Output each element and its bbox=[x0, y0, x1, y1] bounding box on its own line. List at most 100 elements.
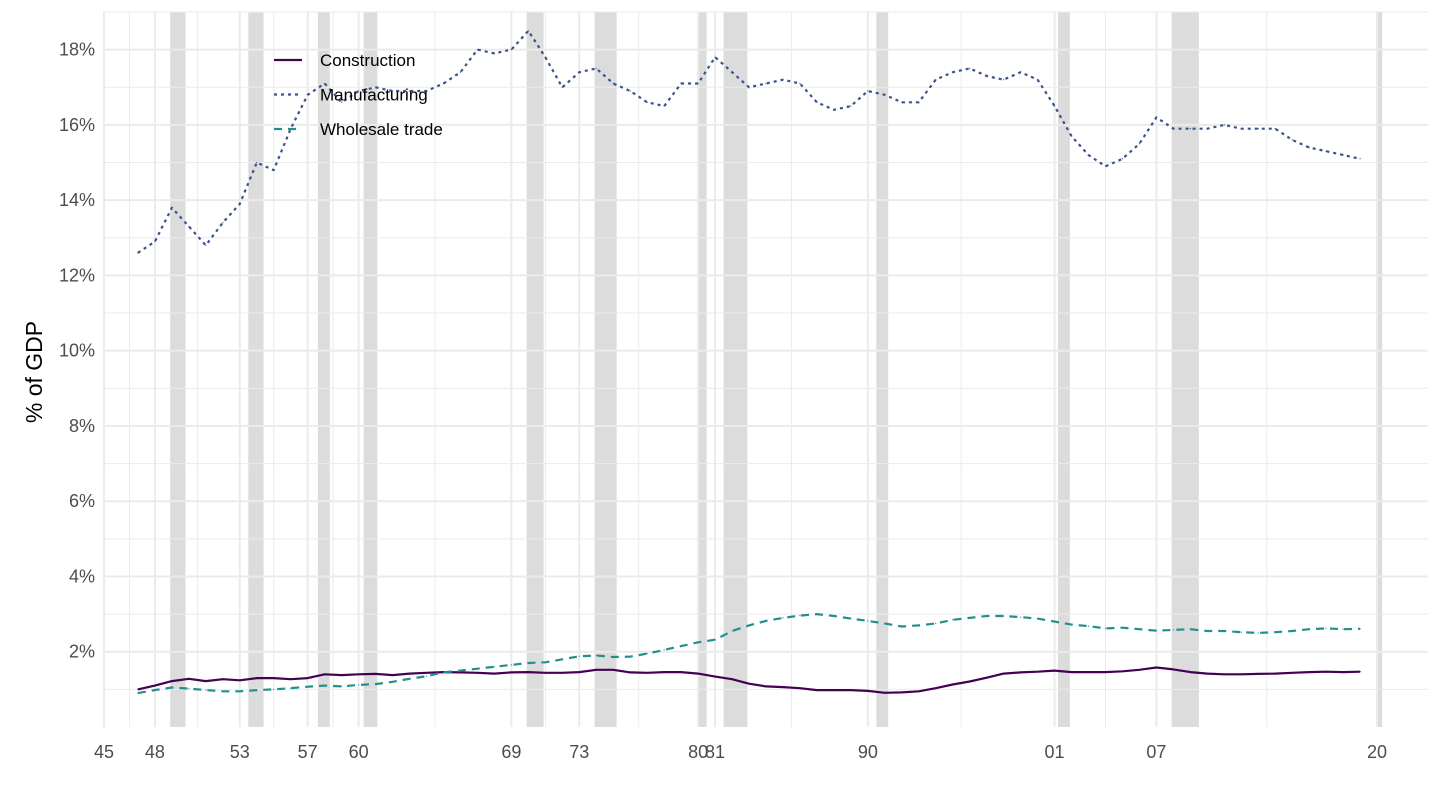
data-point bbox=[137, 692, 139, 694]
data-point bbox=[341, 685, 343, 687]
data-point bbox=[1359, 158, 1361, 160]
data-point bbox=[1223, 630, 1225, 632]
data-point bbox=[952, 71, 954, 73]
data-point bbox=[391, 681, 394, 683]
data-point bbox=[867, 620, 869, 622]
data-point bbox=[239, 679, 241, 681]
data-point bbox=[137, 252, 139, 254]
data-point bbox=[307, 686, 309, 688]
data-point bbox=[1189, 128, 1191, 130]
data-point bbox=[1325, 150, 1327, 152]
data-point bbox=[137, 688, 139, 690]
data-point bbox=[629, 90, 631, 92]
data-point bbox=[273, 688, 275, 690]
gridlines bbox=[103, 11, 1428, 727]
data-point bbox=[476, 668, 479, 670]
data-point bbox=[256, 689, 258, 691]
data-point bbox=[510, 671, 512, 674]
data-point bbox=[205, 689, 207, 691]
y-tick-label: 12% bbox=[59, 265, 95, 285]
data-point bbox=[1342, 154, 1344, 156]
data-point bbox=[1036, 671, 1039, 673]
data-point bbox=[374, 86, 377, 88]
y-tick-label: 10% bbox=[59, 341, 95, 361]
recession-band bbox=[1171, 12, 1199, 727]
data-point bbox=[1206, 128, 1208, 130]
series-lines bbox=[137, 29, 1361, 695]
data-point bbox=[986, 615, 988, 617]
data-point bbox=[663, 671, 665, 673]
data-point bbox=[850, 689, 852, 691]
recession-bands bbox=[170, 12, 1383, 727]
data-point bbox=[1053, 669, 1056, 672]
data-point bbox=[171, 207, 173, 209]
data-point bbox=[307, 677, 309, 679]
data-point bbox=[459, 71, 462, 73]
data-point bbox=[561, 672, 563, 674]
data-point bbox=[544, 56, 546, 58]
data-point bbox=[358, 90, 360, 92]
data-point bbox=[1070, 671, 1073, 673]
data-point bbox=[1155, 666, 1158, 669]
y-tick-label: 16% bbox=[59, 115, 95, 135]
data-point bbox=[1359, 628, 1361, 630]
legend-label: Construction bbox=[320, 51, 415, 70]
data-point bbox=[697, 641, 699, 643]
data-point bbox=[1070, 135, 1073, 137]
data-point bbox=[510, 664, 512, 666]
data-point bbox=[918, 624, 920, 626]
x-tick-label: 01 bbox=[1045, 742, 1065, 762]
data-point bbox=[408, 678, 411, 680]
data-point bbox=[239, 690, 241, 692]
data-point bbox=[1240, 673, 1242, 675]
data-point bbox=[425, 675, 428, 677]
data-point bbox=[307, 94, 309, 96]
data-point bbox=[459, 671, 462, 674]
data-point bbox=[1172, 668, 1174, 671]
data-point bbox=[1020, 671, 1022, 674]
data-point bbox=[1274, 672, 1276, 675]
data-point bbox=[391, 90, 394, 92]
data-point bbox=[188, 678, 190, 680]
data-point bbox=[1189, 628, 1191, 630]
data-point bbox=[850, 618, 852, 620]
recession-band bbox=[1377, 12, 1383, 727]
data-point bbox=[1206, 630, 1208, 632]
data-point bbox=[1053, 105, 1056, 107]
data-point bbox=[714, 675, 716, 678]
data-point bbox=[544, 661, 546, 663]
data-point bbox=[1003, 615, 1005, 617]
y-tick-label: 14% bbox=[59, 190, 95, 210]
data-point bbox=[1087, 154, 1090, 156]
data-point bbox=[154, 689, 156, 691]
x-tick-label: 60 bbox=[349, 742, 369, 762]
data-point bbox=[918, 690, 920, 692]
x-tick-label: 20 bbox=[1367, 742, 1387, 762]
legend-label: Wholesale trade bbox=[320, 120, 443, 139]
x-tick-label: 81 bbox=[705, 742, 725, 762]
data-point bbox=[561, 86, 563, 88]
data-point bbox=[1308, 628, 1310, 630]
data-point bbox=[1138, 669, 1141, 671]
data-point bbox=[986, 677, 988, 679]
data-point bbox=[1223, 124, 1225, 126]
data-point bbox=[273, 169, 275, 171]
data-point bbox=[1257, 673, 1259, 675]
data-point bbox=[765, 685, 767, 687]
x-tick-label: 69 bbox=[501, 742, 521, 762]
data-point bbox=[595, 67, 597, 70]
data-point bbox=[612, 82, 614, 85]
data-point bbox=[935, 622, 937, 625]
data-point bbox=[222, 222, 224, 224]
recession-band bbox=[876, 12, 889, 727]
data-point bbox=[884, 622, 886, 625]
data-point bbox=[1359, 671, 1361, 673]
data-point bbox=[799, 687, 801, 689]
data-point bbox=[358, 673, 360, 675]
data-point bbox=[748, 624, 750, 626]
x-tick-label: 48 bbox=[145, 742, 165, 762]
data-point bbox=[1104, 671, 1107, 673]
data-point bbox=[1172, 629, 1174, 631]
data-point bbox=[1104, 627, 1107, 630]
x-tick-label: 57 bbox=[298, 742, 318, 762]
